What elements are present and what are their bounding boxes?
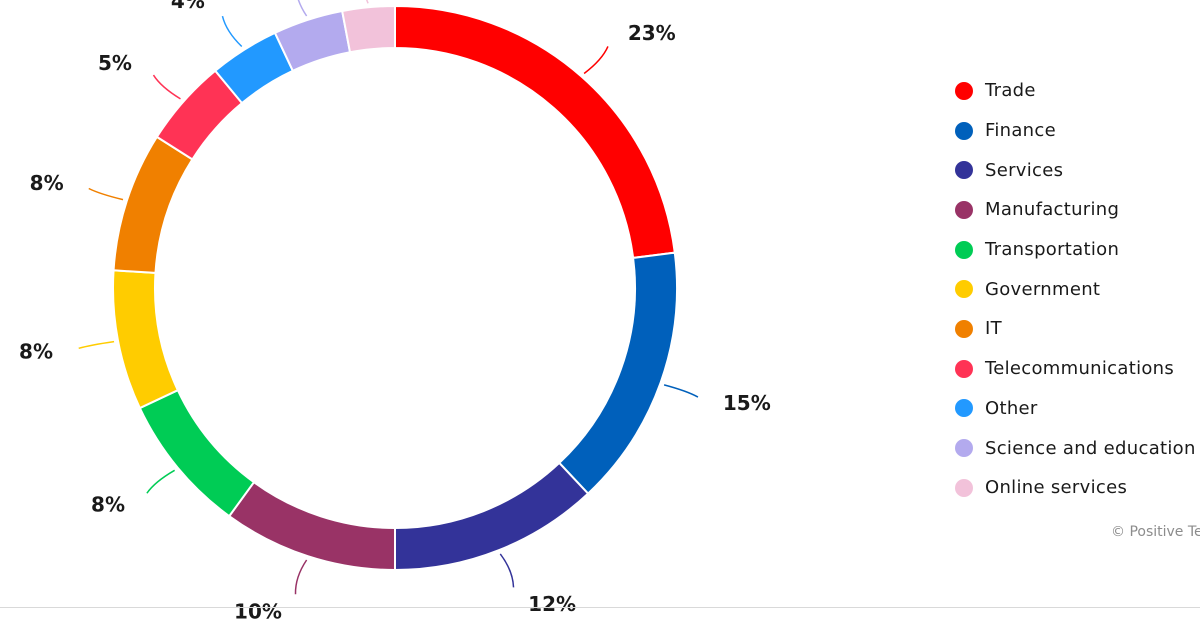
legend-dot-transportation (955, 240, 973, 259)
donut-slices (112, 4, 678, 572)
slice-transportation[interactable] (138, 388, 256, 518)
data-label-finance: 15% (723, 391, 771, 415)
legend-item-telecommunications[interactable]: Telecommunications (955, 349, 1196, 389)
legend-dot-other (955, 399, 973, 418)
legend-label-services: Services (985, 159, 1064, 181)
legend-label-telecommunications: Telecommunications (985, 358, 1175, 380)
legend-item-finance[interactable]: Finance (955, 111, 1196, 151)
legend-dot-it (955, 319, 973, 338)
slice-services[interactable] (394, 461, 590, 572)
legend-dot-science-and-education (955, 439, 973, 458)
legend-item-government[interactable]: Government (955, 269, 1196, 309)
legend-item-services[interactable]: Services (955, 150, 1196, 190)
legend-label-science-and-education: Science and education (985, 437, 1196, 459)
slice-government[interactable] (112, 269, 180, 410)
leader-line-manufacturing (294, 559, 308, 595)
leader-line-government (78, 340, 115, 350)
data-label-transportation: 8% (91, 493, 125, 517)
legend-dot-telecommunications (955, 359, 973, 378)
leader-line-trade (583, 46, 609, 75)
data-label-government: 8% (19, 340, 53, 364)
legend-item-it[interactable]: IT (955, 309, 1196, 349)
leader-line-other (221, 15, 243, 48)
legend-dot-government (955, 280, 973, 299)
leader-line-transportation (146, 469, 176, 494)
legend-dot-manufacturing (955, 200, 973, 219)
legend-item-online-services[interactable]: Online services (955, 468, 1196, 508)
data-label-trade: 23% (628, 21, 676, 45)
leader-lines (78, 0, 699, 595)
leader-line-services (499, 553, 515, 588)
leader-line-it (88, 187, 124, 201)
legend-dot-online-services (955, 478, 973, 497)
legend-item-manufacturing[interactable]: Manufacturing (955, 190, 1196, 230)
legend-label-it: IT (985, 318, 1002, 340)
legend-label-transportation: Transportation (985, 239, 1120, 261)
legend-dot-services (955, 161, 973, 180)
legend-label-online-services: Online services (985, 477, 1128, 499)
legend-item-transportation[interactable]: Transportation (955, 230, 1196, 270)
slice-finance[interactable] (557, 251, 678, 495)
legend-item-science-and-education[interactable]: Science and education (955, 428, 1196, 468)
legend-label-finance: Finance (985, 120, 1056, 142)
data-label-services: 12% (528, 592, 576, 616)
credit-text: © Positive Te (1111, 524, 1200, 540)
slice-it[interactable] (112, 135, 194, 274)
data-label-manufacturing: 10% (234, 599, 282, 623)
leader-line-telecommunications (152, 74, 181, 100)
data-label-telecommunications: 5% (98, 51, 132, 75)
legend-label-trade: Trade (985, 80, 1036, 102)
legend-item-trade[interactable]: Trade (955, 71, 1196, 111)
legend-label-government: Government (985, 278, 1101, 300)
legend-label-manufacturing: Manufacturing (985, 199, 1120, 221)
chart-legend: Trade Finance Services Manufacturing Transpo… (955, 71, 1196, 508)
legend-label-other: Other (985, 397, 1038, 419)
data-labels: 23%15%12%10%8%8%8%5%4%4%3% (19, 0, 771, 623)
leader-line-online-services (366, 0, 369, 4)
slice-online-services[interactable] (340, 4, 396, 54)
data-label-it: 8% (30, 171, 64, 195)
data-label-other: 4% (171, 0, 205, 13)
legend-dot-trade (955, 81, 973, 100)
legend-item-other[interactable]: Other (955, 389, 1196, 429)
slice-manufacturing[interactable] (227, 480, 396, 572)
leader-line-science-and-education (297, 0, 308, 17)
leader-line-finance (663, 384, 699, 398)
legend-dot-finance (955, 121, 973, 140)
bottom-divider (0, 607, 1200, 608)
